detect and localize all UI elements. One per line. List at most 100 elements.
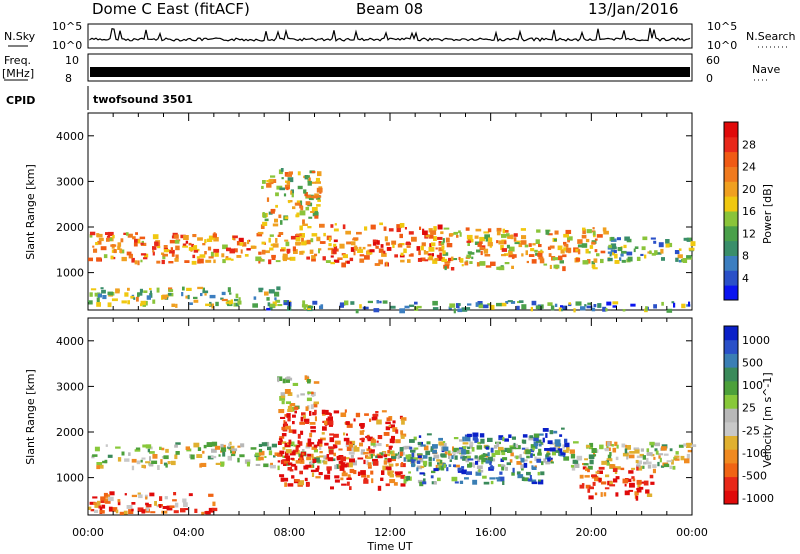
heatmap-cell — [399, 308, 405, 314]
heatmap-cell — [581, 483, 585, 486]
heatmap-cell — [376, 440, 379, 443]
heatmap-cell — [419, 472, 425, 475]
heatmap-cell — [168, 292, 172, 296]
heatmap-cell — [592, 227, 595, 230]
heatmap-cell — [433, 468, 439, 472]
heatmap-cell — [215, 301, 219, 307]
heatmap-cell — [332, 249, 337, 254]
heatmap-cell — [434, 258, 439, 261]
heatmap-cell — [110, 244, 117, 247]
heatmap-cell — [193, 249, 199, 253]
colorbar-swatch — [724, 353, 738, 368]
heatmap-cell — [121, 451, 125, 456]
heatmap-cell — [504, 447, 510, 452]
heatmap-cell — [206, 442, 213, 447]
heatmap-cell — [506, 462, 511, 466]
heatmap-cell — [362, 306, 369, 310]
heatmap-cell — [161, 259, 165, 265]
heatmap-cell — [615, 466, 621, 470]
heatmap-cell — [467, 433, 472, 438]
site-title: Dome C East (fitACF) — [92, 0, 250, 18]
heatmap-cell — [100, 287, 104, 290]
heatmap-cell — [255, 256, 262, 262]
heatmap-cell — [109, 491, 115, 496]
heatmap-cell — [215, 462, 221, 465]
heatmap-cell — [131, 502, 136, 505]
heatmap-cell — [234, 248, 238, 253]
heatmap-cell — [409, 304, 415, 307]
heatmap-cell — [650, 237, 656, 240]
heatmap-cell — [220, 297, 224, 300]
heatmap-cell — [180, 234, 186, 239]
heatmap-cell — [304, 418, 310, 423]
heatmap-cell — [392, 427, 398, 432]
heatmap-cell — [440, 453, 445, 458]
heatmap-cell — [314, 210, 319, 216]
heatmap-cell — [532, 447, 535, 451]
heatmap-cell — [366, 474, 370, 478]
heatmap-cell — [478, 304, 484, 309]
heatmap-cell — [96, 302, 101, 307]
colorbar-swatch — [724, 285, 738, 301]
heatmap-cell — [115, 446, 121, 449]
heatmap-cell — [624, 490, 630, 496]
heatmap-cell — [136, 460, 141, 465]
heatmap-cell — [183, 235, 189, 240]
heatmap-cell — [174, 444, 178, 448]
heatmap-cell — [386, 247, 392, 251]
heatmap-cell — [258, 448, 263, 453]
heatmap-cell — [279, 187, 285, 191]
y-tick-label: 2000 — [56, 221, 84, 234]
heatmap-cell — [328, 446, 335, 450]
heatmap-cell — [292, 206, 296, 210]
heatmap-cell — [411, 462, 415, 468]
heatmap-cell — [540, 471, 545, 476]
heatmap-cell — [471, 256, 474, 260]
heatmap-cell — [319, 445, 322, 450]
heatmap-cell — [495, 477, 501, 480]
heatmap-cell — [605, 460, 609, 464]
heatmap-cell — [316, 236, 321, 242]
y-tick-label: 3000 — [56, 175, 84, 188]
heatmap-cell — [501, 451, 506, 456]
heatmap-cell — [255, 463, 261, 466]
heatmap-cell — [377, 485, 382, 491]
heatmap-cell — [159, 496, 163, 501]
heatmap-cell — [97, 240, 102, 245]
heatmap-cell — [141, 457, 146, 460]
heatmap-cell — [542, 428, 549, 432]
heatmap-cell — [491, 453, 496, 458]
heatmap-cell — [509, 459, 513, 463]
heatmap-cell — [311, 207, 318, 212]
heatmap-cell — [299, 233, 305, 238]
heatmap-cell — [636, 460, 642, 465]
heatmap-cell — [600, 250, 606, 254]
heatmap-cell — [379, 222, 383, 226]
heatmap-cell — [476, 262, 480, 267]
heatmap-cell — [367, 300, 373, 304]
heatmap-cell — [131, 508, 134, 512]
heatmap-cell — [287, 257, 291, 260]
heatmap-cell — [583, 463, 589, 466]
x-tick-label: 04:00 — [173, 526, 205, 539]
heatmap-cell — [536, 229, 541, 233]
heatmap-cell — [284, 414, 287, 417]
heatmap-cell — [327, 470, 331, 474]
heatmap-cell — [333, 259, 340, 263]
heatmap-cell — [539, 258, 545, 264]
heatmap-cell — [371, 416, 378, 421]
heatmap-cell — [461, 469, 467, 475]
heatmap-cell — [457, 467, 462, 472]
heatmap-cell — [443, 463, 446, 469]
heatmap-cell — [192, 254, 196, 259]
heatmap-cell — [564, 438, 568, 443]
heatmap-cell — [346, 481, 350, 486]
heatmap-cell — [467, 446, 470, 450]
heatmap-cell — [659, 457, 662, 463]
heatmap-cell — [322, 420, 326, 423]
heatmap-cell — [208, 507, 215, 513]
heatmap-cell — [211, 507, 218, 512]
heatmap-cell — [521, 459, 528, 462]
heatmap-cell — [487, 456, 493, 462]
heatmap-cell — [287, 462, 293, 466]
